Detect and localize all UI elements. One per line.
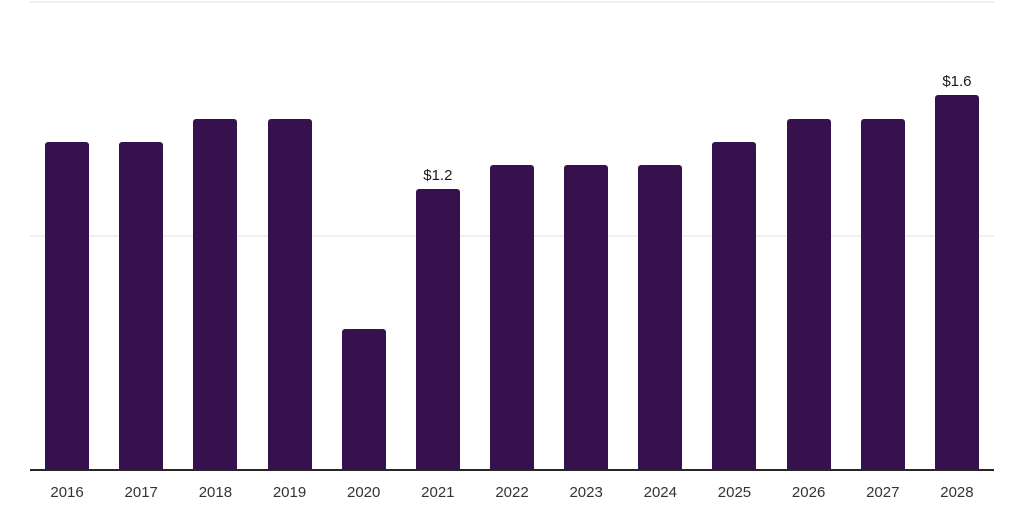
x-tick-label-2028: 2028 bbox=[940, 484, 974, 501]
bar-2024 bbox=[638, 165, 683, 469]
bar-value-label-2021: $1.2 bbox=[423, 166, 453, 184]
gridline bbox=[30, 1, 994, 3]
bar-2021 bbox=[415, 188, 460, 469]
x-tick-label-2022: 2022 bbox=[495, 484, 529, 501]
bar-2027 bbox=[860, 118, 905, 469]
x-tick-label-2018: 2018 bbox=[198, 484, 233, 501]
bar-2026 bbox=[786, 118, 831, 469]
bar-2022 bbox=[490, 165, 534, 469]
bar-2016 bbox=[45, 142, 90, 469]
x-tick-label-2016: 2016 bbox=[50, 484, 84, 501]
bar-2018 bbox=[193, 118, 238, 469]
x-tick-label-2020: 2020 bbox=[347, 484, 381, 501]
x-tick-label-2027: 2027 bbox=[866, 484, 900, 501]
x-tick-label-2017: 2017 bbox=[124, 484, 158, 501]
x-tick-label-2023: 2023 bbox=[569, 484, 603, 501]
bar-2019 bbox=[267, 118, 312, 469]
bar-2023 bbox=[564, 165, 609, 469]
x-tick-label-2019: 2019 bbox=[272, 484, 307, 501]
x-tick-label-2025: 2025 bbox=[717, 484, 752, 501]
x-axis-labels: 2016 2017 2018 2019 2020 2021 2022 2023 2024 2025… bbox=[30, 471, 994, 511]
x-axis-line bbox=[30, 469, 994, 471]
bar-2020 bbox=[341, 328, 386, 469]
plot-area: $1.2 $1.6 bbox=[30, 1, 994, 471]
x-tick-label-2021: 2021 bbox=[421, 484, 455, 501]
x-tick-label-2026: 2026 bbox=[791, 484, 826, 501]
bar-2028 bbox=[934, 95, 979, 469]
bar-value-label-2028: $1.6 bbox=[942, 73, 972, 91]
bar-2025 bbox=[712, 142, 757, 469]
x-tick-label-2024: 2024 bbox=[643, 484, 677, 501]
bar-2017 bbox=[119, 142, 164, 469]
